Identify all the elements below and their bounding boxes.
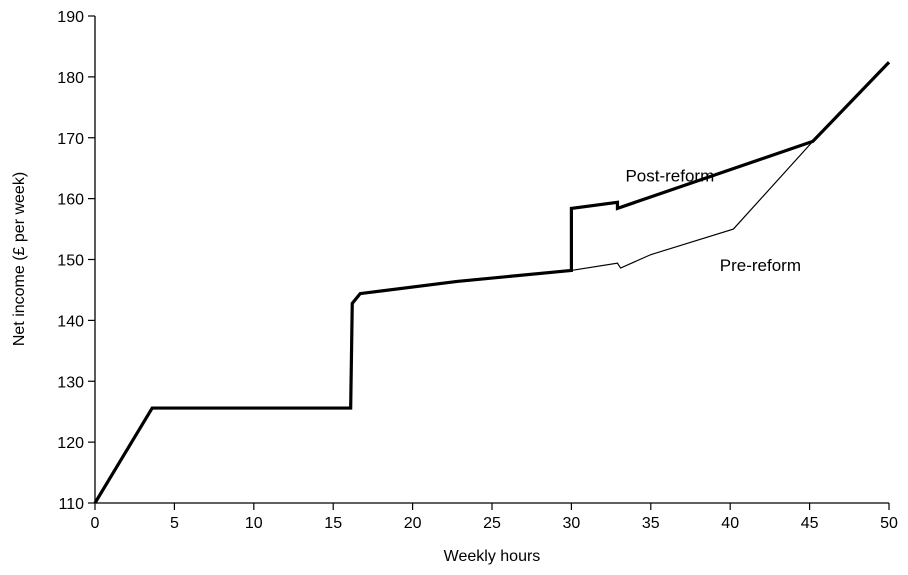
y-axis: 110 120 130 140 150 160 170 180 190 [57, 9, 96, 513]
y-tick-label: 120 [57, 435, 84, 452]
x-tick-label: 25 [483, 515, 501, 532]
x-tick-label: 30 [563, 515, 581, 532]
x-tick-label: 20 [404, 515, 422, 532]
y-tick-label: 190 [57, 9, 84, 26]
y-axis-title: Net income (£ per week) [11, 172, 28, 346]
x-tick-label: 35 [642, 515, 660, 532]
annotation-label: Pre-reform [720, 256, 801, 275]
x-axis: 0 5 10 15 20 25 30 35 40 45 50 [91, 502, 898, 532]
y-tick-label: 140 [57, 313, 84, 330]
series-layer [93, 61, 891, 504]
y-ticks: 110 120 130 140 150 160 170 180 190 [57, 9, 95, 513]
x-tick-label: 40 [721, 515, 739, 532]
y-tick-label: 160 [57, 192, 84, 209]
x-tick-label: 5 [170, 515, 179, 532]
y-tick-label: 180 [57, 70, 84, 87]
series-line-pre-reform [571, 140, 814, 272]
y-tick-label: 130 [57, 374, 84, 391]
y-tick-label: 110 [58, 496, 84, 513]
x-tick-label: 50 [880, 515, 898, 532]
x-tick-label: 10 [245, 515, 263, 532]
x-tick-label: 15 [324, 515, 342, 532]
x-axis-title: Weekly hours [444, 548, 541, 565]
x-tick-label: 0 [91, 515, 100, 532]
y-tick-label: 170 [57, 131, 84, 148]
x-ticks: 0 5 10 15 20 25 30 35 40 45 50 [91, 503, 898, 532]
y-tick-label: 150 [57, 253, 84, 270]
annotation-label: Post-reform [625, 167, 714, 186]
series-line-post-reform [93, 61, 891, 504]
x-tick-label: 45 [801, 515, 819, 532]
annotations: Post-reform Pre-reform [625, 167, 801, 275]
